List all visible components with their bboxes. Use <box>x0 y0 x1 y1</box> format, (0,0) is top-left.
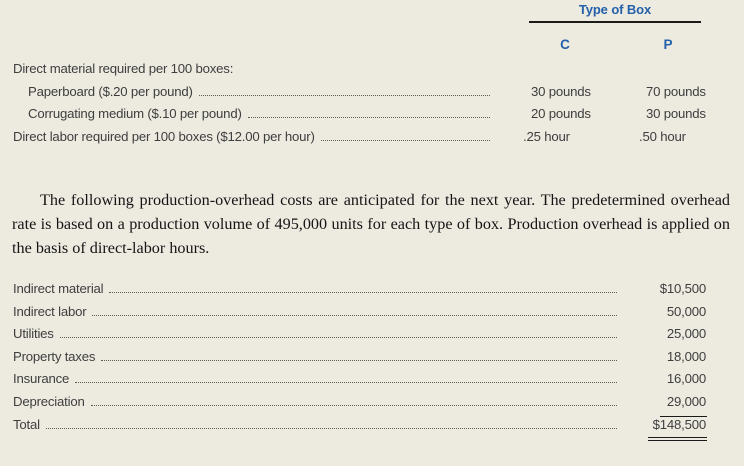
row-amount: $148,500 <box>617 414 707 442</box>
value-p: .50 hour <box>639 128 686 144</box>
table-row: Total $148,500 <box>13 414 707 442</box>
type-of-box-header: Type of Box C P <box>0 0 744 58</box>
table-row: Direct labor required per 100 boxes ($12… <box>13 126 742 149</box>
row-label: Utilities <box>13 326 54 342</box>
dot-leader <box>247 115 490 118</box>
header-rule <box>529 21 701 23</box>
row-label: Direct material required per 100 boxes: <box>13 61 234 76</box>
dot-leader <box>101 358 617 361</box>
requirements-rows: Direct material required per 100 boxes: … <box>0 58 744 148</box>
column-header-p: P <box>663 37 673 52</box>
row-label: Total <box>13 416 40 432</box>
dot-leader <box>198 93 490 96</box>
table-row: Corrugating medium ($.10 per pound) 20 p… <box>13 103 742 126</box>
value-c: 20 pounds <box>531 106 591 121</box>
single-rule-amount: 29,000 <box>659 391 707 417</box>
box-requirements-table: Type of Box C P Direct material required… <box>0 0 744 148</box>
row-label: Depreciation <box>13 393 85 409</box>
overhead-costs-table: Indirect material $10,500 Indirect labor… <box>0 278 744 442</box>
table-row: Insurance 16,000 <box>13 368 707 391</box>
dot-leader <box>239 71 490 73</box>
dot-leader <box>59 335 617 339</box>
dot-leader <box>90 403 617 406</box>
row-label: Paperboard ($.20 per pound) <box>28 83 193 99</box>
row-amount: 18,000 <box>666 348 706 364</box>
row-amount: 29,000 <box>617 391 707 417</box>
table-row: Indirect labor 50,000 <box>13 301 707 324</box>
value-p: 30 pounds <box>646 106 706 121</box>
column-headers: C P <box>522 37 708 52</box>
table-row: Paperboard ($.20 per pound) 30 pounds 70… <box>13 81 742 104</box>
dot-leader <box>45 426 617 429</box>
value-p: 70 pounds <box>646 83 706 99</box>
intro-paragraph: The following production-overhead costs … <box>12 191 730 257</box>
column-group: Type of Box C P <box>522 2 708 52</box>
dot-leader <box>75 380 617 384</box>
row-amount: 16,000 <box>666 371 706 387</box>
column-header-c: C <box>560 37 570 52</box>
dot-leader <box>109 290 617 293</box>
table-row: Utilities 25,000 <box>13 323 707 346</box>
row-label: Indirect labor <box>13 303 87 319</box>
row-label: Corrugating medium ($.10 per pound) <box>28 106 242 121</box>
row-label: Insurance <box>13 371 70 387</box>
table-row: Indirect material $10,500 <box>13 278 707 301</box>
row-amount: 25,000 <box>666 326 706 342</box>
double-rule-total: $148,500 <box>647 414 707 442</box>
value-c: .25 hour <box>523 128 570 144</box>
dot-leader <box>92 313 617 316</box>
row-amount: 50,000 <box>666 303 706 319</box>
table-row: Direct material required per 100 boxes: <box>13 58 742 81</box>
table-row: Property taxes 18,000 <box>13 346 707 369</box>
row-label: Property taxes <box>13 348 96 364</box>
type-of-box-title: Type of Box <box>578 2 652 17</box>
table-row: Depreciation 29,000 <box>13 391 707 417</box>
dot-leader <box>320 138 490 141</box>
row-label: Indirect material <box>13 281 104 296</box>
row-label: Direct labor required per 100 boxes ($12… <box>13 128 315 144</box>
value-c: 30 pounds <box>531 83 591 99</box>
row-amount: $10,500 <box>659 281 706 296</box>
